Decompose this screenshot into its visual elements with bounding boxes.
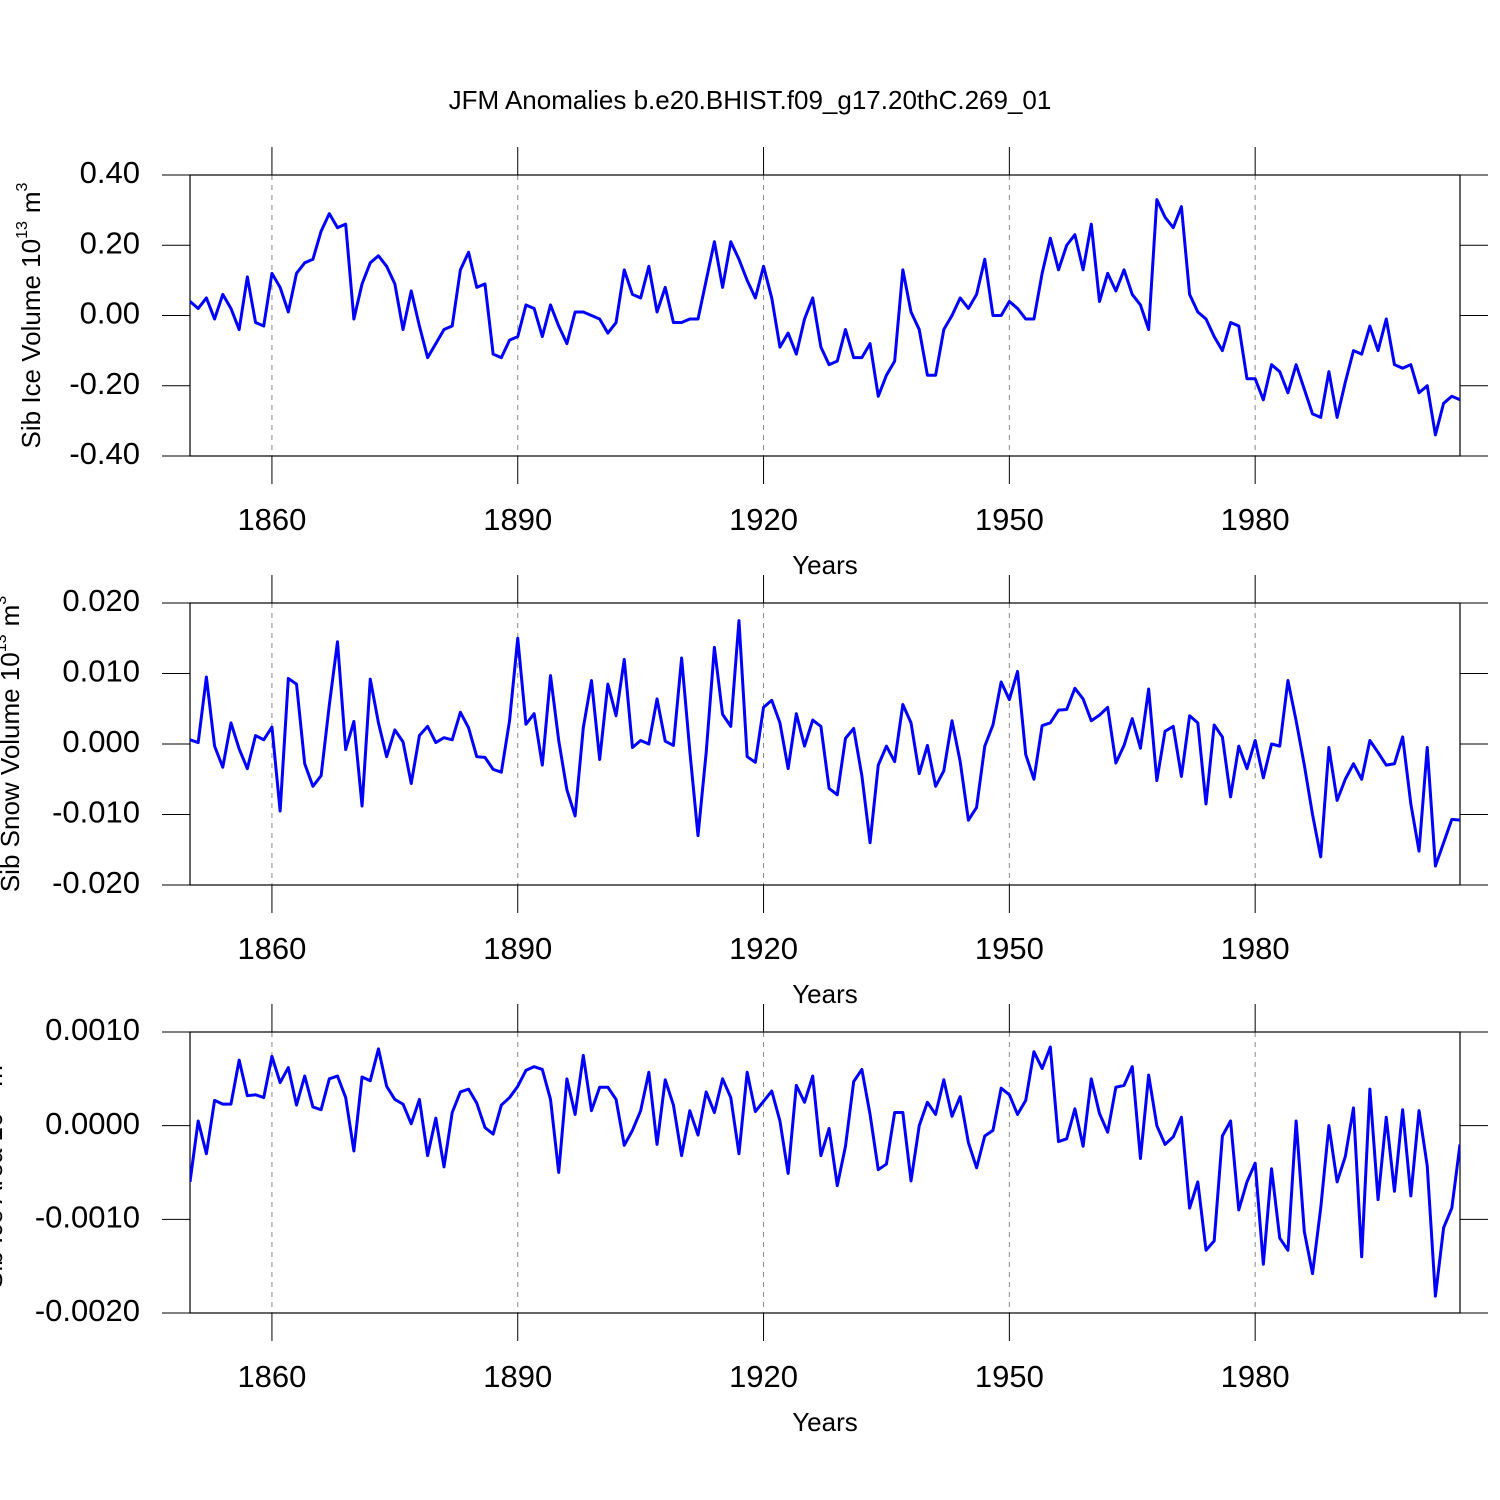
x-axis-label: Years (792, 979, 858, 1009)
x-tick-label: 1890 (483, 1359, 552, 1394)
y-label-text: Sib Ice Area 10 (0, 1113, 8, 1289)
y-label-exp: 13 (14, 221, 31, 239)
y-label-text: Sib Ice Volume 10 (16, 239, 46, 449)
x-tick-label: 1920 (729, 502, 798, 537)
chart-title: JFM Anomalies b.e20.BHIST.f09_g17.20thC.… (449, 85, 1052, 115)
y-tick-label: 0.0000 (45, 1106, 140, 1141)
x-tick-label: 1890 (483, 931, 552, 966)
y-label-unit-exp: 3 (14, 182, 31, 191)
x-tick-label: 1950 (975, 931, 1044, 966)
y-tick-label: 0.010 (62, 654, 140, 689)
y-tick-label: 0.0010 (45, 1012, 140, 1047)
y-label-unit: m (0, 605, 25, 627)
x-tick-label: 1980 (1221, 931, 1290, 966)
plot-frame (189, 1031, 1461, 1314)
y-tick-label: -0.0020 (35, 1293, 140, 1328)
y-axis-label: Sib Snow Volume 1013 m3 (0, 596, 25, 892)
y-tick-label: 0.000 (62, 724, 140, 759)
y-tick-label: -0.010 (52, 795, 140, 830)
y-tick-label: -0.20 (69, 366, 140, 401)
x-axis-label: Years (792, 550, 858, 580)
x-tick-label: 1920 (729, 1359, 798, 1394)
y-label-exp: 13 (0, 634, 10, 652)
panel: 1860 1890 1920 1950 1980 -0.0020 -0.0010 0.0000… (0, 1004, 1488, 1437)
y-tick-label: 0.00 (80, 296, 140, 331)
series (190, 1045, 1460, 1298)
y-label-unit: m (0, 1065, 8, 1087)
data-line (190, 198, 1460, 437)
data-line (190, 1045, 1460, 1298)
panel: JFM Anomalies b.e20.BHIST.f09_g17.20thC.… (14, 85, 1488, 580)
y-label-unit: m (16, 191, 46, 213)
y-label-unit-exp: 3 (0, 596, 10, 605)
x-tick-label: 1860 (237, 931, 306, 966)
x-tick-label: 1980 (1221, 502, 1290, 537)
y-axis-label: Sib Ice Volume 1013 m3 (14, 182, 46, 448)
y-label-text: Sib Snow Volume 10 (0, 652, 25, 892)
y-tick-label: 0.40 (80, 155, 140, 190)
x-tick-label: 1860 (237, 1359, 306, 1394)
panel: 1860 1890 1920 1950 1980 -0.020 -0.010 0.000 0.0… (0, 575, 1488, 1009)
y-tick-label: -0.0010 (35, 1200, 140, 1235)
x-tick-label: 1950 (975, 1359, 1044, 1394)
y-tick-label: 0.020 (62, 583, 140, 618)
series (190, 198, 1460, 437)
x-tick-label: 1890 (483, 502, 552, 537)
x-tick-label: 1860 (237, 502, 306, 537)
x-tick-label: 1920 (729, 931, 798, 966)
y-tick-label: -0.40 (69, 436, 140, 471)
data-line (190, 619, 1460, 868)
y-tick-label: 0.20 (80, 225, 140, 260)
x-axis-label: Years (792, 1407, 858, 1437)
y-axis-label: Sib Ice Area 1013m2 (0, 1056, 8, 1289)
plot-frame (189, 174, 1461, 457)
plot-frame (189, 602, 1461, 886)
x-tick-label: 1980 (1221, 1359, 1290, 1394)
y-tick-label: -0.020 (52, 865, 140, 900)
series (190, 619, 1460, 868)
x-tick-label: 1950 (975, 502, 1044, 537)
